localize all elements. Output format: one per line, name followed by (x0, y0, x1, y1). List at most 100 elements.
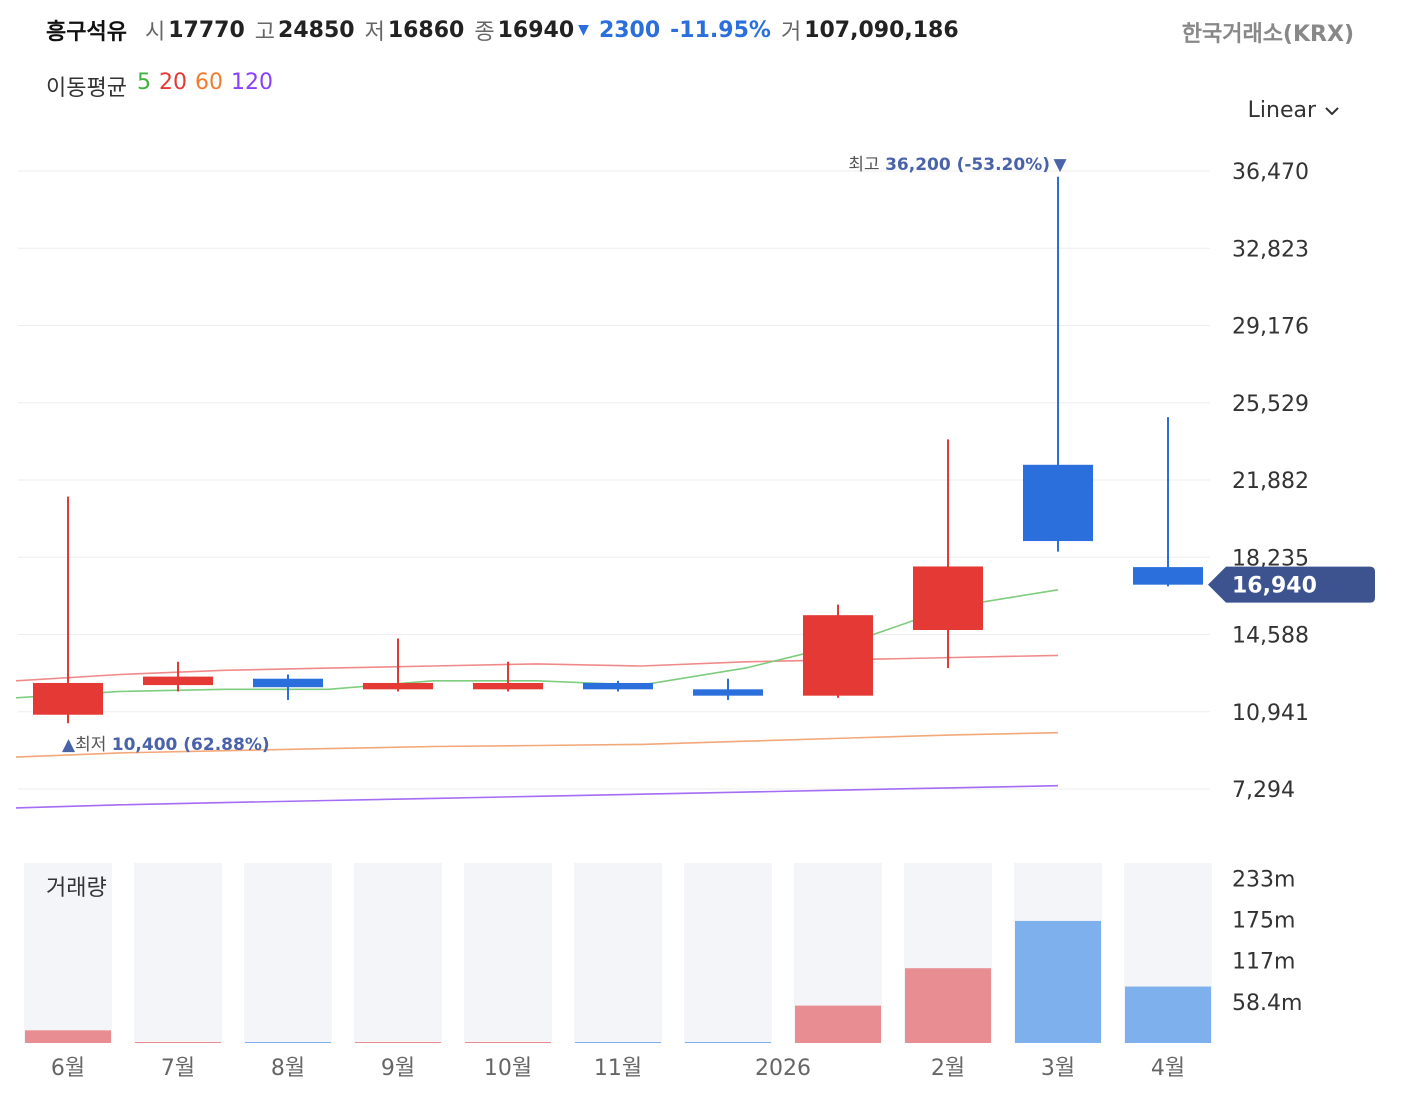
candle (253, 674, 323, 700)
candle (913, 439, 983, 669)
candle (1023, 176, 1093, 552)
x-axis: 6월 7월 8월 9월 10월 11월 2026 2월 3월 4월 (51, 1056, 1185, 1081)
x-tick-label: 6월 (51, 1056, 85, 1081)
x-tick-label: 2월 (931, 1056, 965, 1081)
y-tick-label: 21,882 (1232, 469, 1309, 494)
volume-bar (575, 1042, 661, 1043)
candle (143, 661, 213, 692)
close-label: 종 (474, 20, 495, 45)
scale-selector[interactable]: Linear (1248, 98, 1342, 123)
down-arrow-icon: ▼ (578, 22, 589, 38)
volume-column-bg (24, 863, 112, 1043)
volume-column-bg (684, 863, 772, 1043)
volume-column-bg (134, 863, 222, 1043)
y-tick-label: 7,294 (1232, 778, 1295, 803)
volume-bar (245, 1042, 331, 1043)
ma-5-label[interactable]: 5 (136, 70, 151, 95)
ma-20-line (15, 654, 1059, 682)
volume-panel: 거래량 233m 175m 117m 58.4m (24, 863, 1302, 1043)
scale-label: Linear (1247, 98, 1316, 123)
candle-body (1023, 464, 1093, 542)
y-tick-label: 32,823 (1232, 237, 1309, 262)
ma-5-line (15, 589, 1059, 699)
candle (583, 680, 653, 692)
low-label: 저 (364, 20, 385, 45)
candle-body (253, 678, 323, 688)
ma-120-label[interactable]: 120 (230, 70, 273, 95)
change-value: 2300 (598, 17, 661, 43)
volume-tick-label: 58.4m (1232, 991, 1302, 1016)
annotations: 16,940 최고 36,200 (-53.20%) ▼ ▲최저 10,400 (62… (62, 155, 1375, 755)
volume-bar (685, 1042, 771, 1043)
volume-bar (1015, 920, 1101, 1043)
candle (33, 496, 103, 724)
low-annotation: ▲최저 10,400 (62.88%) (62, 735, 270, 755)
volume-label: 거 (780, 20, 802, 45)
exchange-name: 한국거래소(KRX) (1181, 22, 1354, 47)
moving-average-legend: 이동평균 5 20 60 120 (46, 70, 273, 102)
candle-body (363, 682, 433, 690)
candle-body (33, 682, 103, 715)
moving-average-lines (15, 589, 1059, 809)
y-tick-label: 10,941 (1232, 701, 1309, 726)
quote-header: 흥구석유 시 17770 고 24850 저 16860 종 16940 ▼ 2… (46, 14, 969, 46)
ma-120-line (15, 784, 1059, 809)
x-tick-label: 9월 (381, 1056, 415, 1081)
x-tick-label: 8월 (271, 1056, 305, 1081)
y-tick-label: 14,588 (1232, 624, 1309, 649)
y-tick-label: 29,176 (1232, 315, 1309, 340)
volume-bar (135, 1042, 221, 1043)
open-value: 17770 (168, 17, 245, 43)
x-tick-label: 10월 (484, 1056, 532, 1081)
candle-body (803, 615, 873, 696)
candle-body (693, 689, 763, 696)
high-label: 고 (254, 20, 276, 45)
ma-60-label[interactable]: 60 (194, 70, 223, 95)
volume-column-bg (354, 863, 442, 1043)
current-price-label: 16,940 (1232, 574, 1317, 599)
candle-body (583, 682, 653, 690)
grid-lines (18, 170, 1210, 790)
ma-20-label[interactable]: 20 (158, 70, 187, 95)
volume-title: 거래량 (46, 876, 107, 901)
high-marker-icon: ▼ (1053, 155, 1067, 175)
volume-bar (905, 968, 991, 1043)
candle (693, 678, 763, 700)
volume-tick-label: 233m (1232, 868, 1295, 893)
chevron-down-icon (1325, 106, 1339, 115)
x-tick-label: 2026 (755, 1056, 811, 1081)
x-tick-label: 3월 (1041, 1056, 1075, 1081)
y-tick-label: 36,470 (1232, 160, 1309, 185)
y-tick-label: 25,529 (1232, 392, 1309, 417)
volume-bar (465, 1042, 551, 1043)
volume-tick-label: 175m (1232, 909, 1295, 934)
candle (1133, 417, 1203, 587)
volume-value: 107,090,186 (804, 17, 959, 43)
candle (473, 661, 543, 692)
volume-bar (355, 1042, 441, 1043)
candle-body (473, 682, 543, 690)
volume-bar (25, 1030, 111, 1043)
low-value: 16860 (387, 17, 465, 43)
candle (803, 604, 873, 698)
ma-legend-title: 이동평균 (46, 76, 127, 101)
x-tick-label: 11월 (594, 1056, 642, 1081)
candle-body (913, 566, 983, 631)
open-label: 시 (144, 20, 166, 45)
current-price-tag (1208, 566, 1375, 603)
change-percent: -11.95% (670, 17, 771, 43)
high-value: 24850 (278, 17, 355, 43)
high-annotation: 최고 36,200 (-53.20%) (848, 155, 1050, 175)
volume-bar (1125, 986, 1211, 1043)
volume-column-bg (244, 863, 332, 1043)
volume-column-bg (574, 863, 662, 1043)
candle-body (143, 676, 213, 686)
stock-name: 흥구석유 (46, 20, 127, 45)
x-tick-label: 4월 (1151, 1056, 1185, 1081)
volume-tick-label: 117m (1232, 949, 1295, 974)
volume-column-bg (464, 863, 552, 1043)
close-value: 16940 (497, 17, 575, 43)
candle (363, 638, 433, 692)
volume-bar (795, 1005, 881, 1043)
